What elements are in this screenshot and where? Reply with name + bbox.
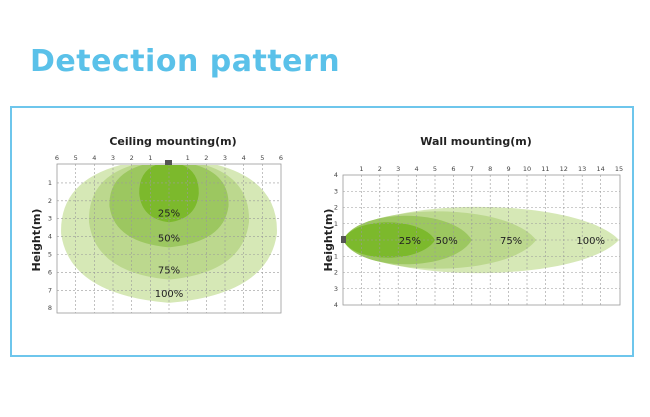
diagram-frame bbox=[10, 106, 634, 357]
wall-y-tick-label: 1 bbox=[334, 252, 338, 260]
ceiling-zone-label: 50% bbox=[158, 233, 180, 244]
ceiling-x-tick-label: 6 bbox=[279, 154, 283, 162]
ceiling-y-tick-label: 2 bbox=[48, 197, 52, 205]
ceiling-title: Ceiling mounting(m) bbox=[109, 135, 236, 148]
ceiling-x-tick-label: 2 bbox=[204, 154, 208, 162]
ceiling-y-tick-label: 4 bbox=[48, 233, 52, 241]
ceiling-y-tick-label: 8 bbox=[48, 304, 52, 312]
ceiling-x-tick-label: 6 bbox=[55, 154, 59, 162]
page-title: Detection pattern bbox=[30, 44, 341, 79]
wall-x-tick-label: 10 bbox=[523, 165, 531, 173]
wall-x-tick-label: 4 bbox=[415, 165, 419, 173]
ceiling-x-ticks: 6 5 4 3 2 1 1 2 3 4 5 6 bbox=[55, 154, 283, 162]
wall-y-tick-label: 2 bbox=[334, 204, 338, 212]
wall-x-tick-label: 3 bbox=[396, 165, 400, 173]
ceiling-x-tick-label: 2 bbox=[130, 154, 134, 162]
wall-zone-labels: 100% 75% 50% 25% bbox=[399, 236, 605, 247]
ceiling-y-tick-label: 1 bbox=[48, 179, 52, 187]
ceiling-x-tick-label: 5 bbox=[260, 154, 264, 162]
ceiling-x-tick-label: 3 bbox=[223, 154, 227, 162]
ceiling-diagram: Ceiling mounting(m) Height(m) 6 5 4 3 2 1 1 2 3 4… bbox=[30, 135, 283, 314]
ceiling-y-tick-label: 7 bbox=[48, 286, 52, 294]
ceiling-x-tick-label: 3 bbox=[111, 154, 115, 162]
wall-x-tick-label: 12 bbox=[560, 165, 568, 173]
wall-x-tick-label: 5 bbox=[433, 165, 437, 173]
wall-x-tick-label: 7 bbox=[470, 165, 474, 173]
ceiling-x-tick-label: 4 bbox=[242, 154, 246, 162]
wall-x-tick-label: 13 bbox=[578, 165, 586, 173]
ceiling-y-tick-label: 3 bbox=[48, 215, 52, 223]
wall-x-tick-label: 11 bbox=[541, 165, 549, 173]
wall-y-ticks: 4 3 2 1 1 2 3 4 bbox=[334, 171, 338, 309]
wall-zone-label: 75% bbox=[500, 236, 522, 247]
wall-x-ticks: 1 2 3 4 5 6 7 8 9 10 11 12 13 14 15 bbox=[359, 165, 623, 173]
wall-zone-label: 50% bbox=[436, 236, 458, 247]
wall-x-tick-label: 15 bbox=[615, 165, 623, 173]
ceiling-y-ticks: 1 2 3 4 5 6 7 8 bbox=[48, 179, 52, 312]
ceiling-zone-label: 25% bbox=[158, 208, 180, 219]
wall-sensor-icon bbox=[341, 236, 346, 243]
wall-zone-label: 100% bbox=[576, 236, 605, 247]
ceiling-grid bbox=[56, 163, 282, 314]
wall-x-tick-label: 1 bbox=[359, 165, 363, 173]
wall-y-tick-label: 4 bbox=[334, 301, 338, 309]
wall-x-tick-label: 6 bbox=[451, 165, 455, 173]
wall-diagram: Wall mounting(m) Height(m) 1 2 3 4 5 6 7 8 9 10 11… bbox=[322, 135, 623, 309]
ceiling-zone-label: 100% bbox=[155, 289, 184, 300]
ceiling-zone-labels: 100% 75% 50% 25% bbox=[155, 208, 184, 300]
wall-x-tick-label: 14 bbox=[596, 165, 604, 173]
ceiling-x-tick-label: 5 bbox=[74, 154, 78, 162]
wall-zone-label: 25% bbox=[399, 236, 421, 247]
ceiling-x-tick-label: 1 bbox=[148, 154, 152, 162]
ceiling-y-tick-label: 6 bbox=[48, 268, 52, 276]
ceiling-x-tick-label: 1 bbox=[186, 154, 190, 162]
wall-y-tick-label: 1 bbox=[334, 220, 338, 228]
wall-y-axis-label: Height(m) bbox=[322, 209, 335, 272]
ceiling-zone-label: 75% bbox=[158, 266, 180, 277]
wall-y-tick-label: 4 bbox=[334, 171, 338, 179]
wall-title: Wall mounting(m) bbox=[420, 135, 531, 148]
wall-x-tick-label: 8 bbox=[488, 165, 492, 173]
wall-x-tick-label: 9 bbox=[507, 165, 511, 173]
ceiling-y-tick-label: 5 bbox=[48, 251, 52, 259]
ceiling-x-tick-label: 4 bbox=[92, 154, 96, 162]
wall-y-tick-label: 3 bbox=[334, 187, 338, 195]
ceiling-y-axis-label: Height(m) bbox=[30, 209, 43, 272]
wall-y-tick-label: 3 bbox=[334, 285, 338, 293]
ceiling-sensor-icon bbox=[165, 160, 172, 165]
wall-x-tick-label: 2 bbox=[378, 165, 382, 173]
wall-y-tick-label: 2 bbox=[334, 269, 338, 277]
